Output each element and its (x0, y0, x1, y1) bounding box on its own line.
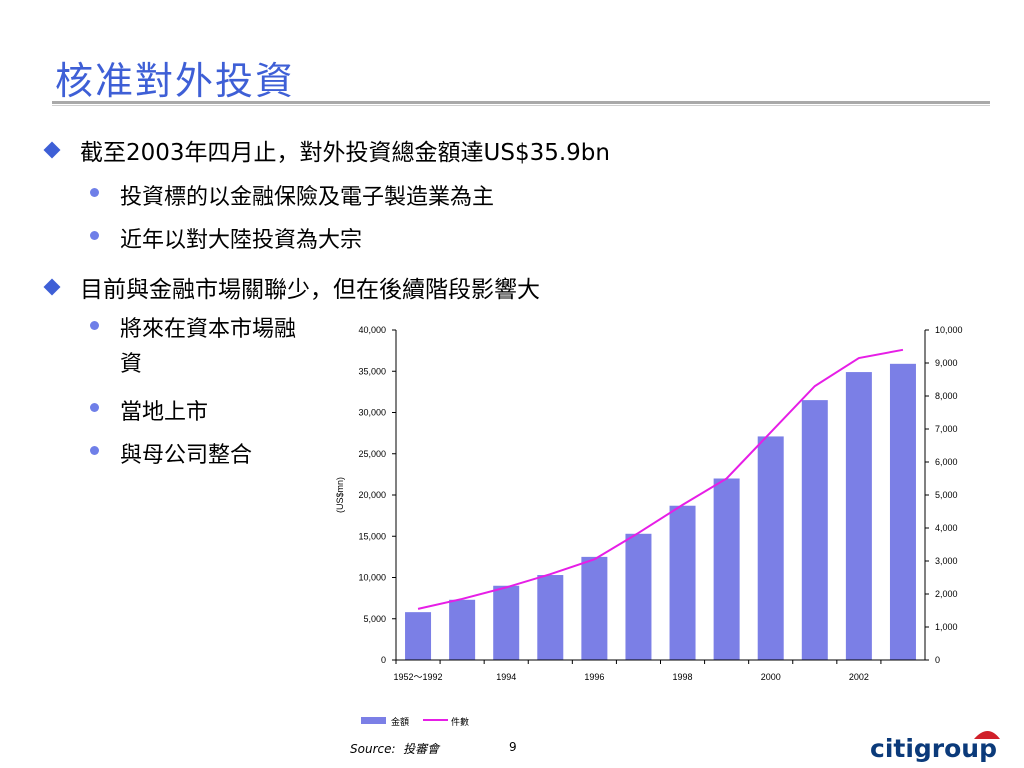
bar-10 (845, 372, 872, 660)
sub-bullet-text: 與母公司整合 (120, 443, 253, 468)
left-tick-label: 5,000 (363, 614, 386, 624)
slide-title: 核准對外投資 (55, 59, 296, 103)
x-tick-label: 2002 (849, 672, 869, 682)
bar-11 (889, 363, 916, 660)
bar-6 (669, 505, 696, 660)
source-label: Source: (350, 742, 396, 756)
title-rule (52, 101, 990, 104)
right-tick-label: 2,000 (935, 589, 958, 599)
legend-label-amount: 金額 (391, 716, 409, 727)
left-tick-label: 30,000 (358, 408, 386, 418)
bar-8 (757, 436, 784, 660)
x-tick-label: 1996 (584, 672, 604, 682)
right-tick-label: 10,000 (935, 325, 963, 335)
bar-0 (405, 612, 432, 660)
bar-9 (801, 400, 828, 660)
left-tick-label: 35,000 (358, 366, 386, 376)
sub-bullet-text: 當地上市 (120, 400, 209, 425)
right-tick-label: 7,000 (935, 424, 958, 434)
x-tick-label: 1998 (673, 672, 693, 682)
left-tick-label: 10,000 (358, 573, 386, 583)
sub-bullet-2-1: 將來在資本市場融資 (90, 312, 310, 382)
sub-bullet-2-2: 當地上市 (90, 394, 208, 426)
left-tick-label: 40,000 (358, 325, 386, 335)
left-tick-label: 15,000 (358, 531, 386, 541)
chart-legend: 金額 件數 (361, 716, 469, 727)
right-tick-label: 8,000 (935, 391, 958, 401)
right-tick-label: 5,000 (935, 490, 958, 500)
legend-label-count: 件數 (451, 716, 469, 727)
right-tick-label: 0 (935, 655, 940, 665)
dot-bullet-icon (90, 321, 99, 330)
bullet-2-text: 目前與金融市場關聯少，但在後續階段影響大 (80, 277, 540, 303)
right-tick-label: 1,000 (935, 622, 958, 632)
sub-bullet-1-1: 投資標的以金融保險及電子製造業為主 (90, 179, 494, 211)
bullet-2: 目前與金融市場關聯少，但在後續階段影響大 (43, 270, 540, 304)
bullet-1: 截至2003年四月止，對外投資總金額達US$35.9bn (43, 133, 610, 167)
source-value: 投審會 (403, 742, 440, 756)
bar-1 (449, 599, 476, 660)
count-series-line (417, 348, 904, 610)
bar-3 (537, 575, 564, 660)
source-note: Source: 投審會 (350, 740, 439, 757)
title-rule-thin (52, 105, 990, 106)
sub-bullet-text: 投資標的以金融保險及電子製造業為主 (120, 185, 495, 210)
dot-bullet-icon (90, 403, 99, 412)
y-axis-label: (US$mn) (335, 477, 345, 513)
bar-2 (493, 585, 520, 660)
bar-7 (713, 478, 740, 660)
page-number: 9 (509, 740, 517, 754)
sub-bullet-text: 近年以對大陸投資為大宗 (120, 228, 363, 253)
bar-4 (581, 556, 608, 660)
right-tick-label: 4,000 (935, 523, 958, 533)
logo-text: citigroup (870, 734, 997, 763)
citigroup-logo: citigroup (870, 731, 1000, 763)
sub-bullet-text: 將來在資本市場融資 (120, 317, 297, 377)
dot-bullet-icon (90, 446, 99, 455)
right-tick-label: 9,000 (935, 358, 958, 368)
left-tick-label: 20,000 (358, 490, 386, 500)
umbrella-arc-icon (974, 731, 1000, 739)
right-tick-label: 6,000 (935, 457, 958, 467)
x-tick-label: 2000 (761, 672, 781, 682)
sub-bullet-2-3: 與母公司整合 (90, 437, 252, 469)
bar-5 (625, 533, 652, 660)
bullet-1-text: 截至2003年四月止，對外投資總金額達US$35.9bn (80, 140, 610, 166)
dot-bullet-icon (90, 188, 99, 197)
sub-bullet-1-2: 近年以對大陸投資為大宗 (90, 222, 362, 254)
dot-bullet-icon (90, 231, 99, 240)
left-tick-label: 0 (381, 655, 386, 665)
left-tick-label: 25,000 (358, 449, 386, 459)
legend-bar-swatch (361, 717, 386, 724)
x-tick-label: 1994 (496, 672, 516, 682)
right-tick-label: 3,000 (935, 556, 958, 566)
x-tick-label: 1952～1992 (394, 672, 443, 682)
